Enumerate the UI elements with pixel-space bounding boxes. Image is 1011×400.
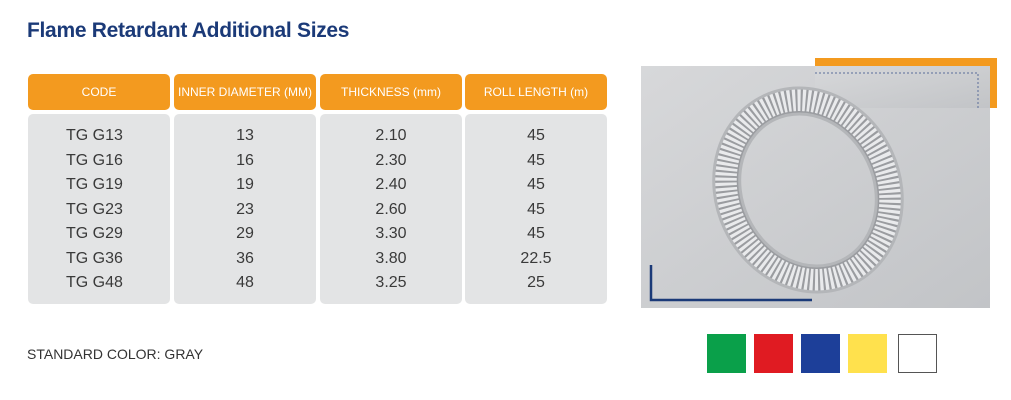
table-cell: TG G19	[66, 176, 123, 193]
column-body	[174, 114, 316, 304]
table-cell: 3.30	[375, 225, 407, 242]
table-cell: TG G29	[66, 225, 123, 242]
product-image	[641, 58, 997, 308]
swatch-blue	[801, 334, 840, 373]
coil	[712, 86, 904, 294]
swatch-green	[707, 334, 746, 373]
table-cell: 36	[236, 249, 254, 267]
table-cell: 3.25	[375, 274, 407, 291]
table-cell: TG G13	[66, 127, 123, 144]
table-cell: 45	[527, 127, 545, 144]
column-body	[465, 114, 607, 304]
corner-line	[649, 265, 812, 302]
table-cell: 3.80	[375, 249, 407, 267]
table-cell: TG G23	[66, 200, 123, 218]
standard-color: STANDARD COLOR: GRAY	[27, 346, 204, 362]
column-body	[320, 114, 462, 304]
swatch-red	[754, 334, 793, 373]
swatch-white	[898, 334, 937, 373]
table-cell: TG G36	[66, 249, 123, 267]
column-header: ROLL LENGTH (m)	[465, 74, 607, 110]
table-cell: 45	[527, 176, 545, 193]
table-cell: TG G48	[66, 274, 123, 291]
table-cell: 29	[236, 225, 254, 242]
table-cell: 2.40	[375, 176, 407, 193]
table-cell: 2.60	[375, 200, 407, 218]
column-header: INNER DIAMETER (MM)	[174, 74, 316, 110]
swatch-yellow	[848, 334, 887, 373]
column-header: CODE	[28, 74, 170, 110]
table-cell: 16	[236, 151, 254, 169]
table-cell: 2.30	[375, 151, 407, 169]
table-cell: 48	[236, 274, 254, 291]
column-header: THICKNESS (mm)	[320, 74, 462, 110]
table-cell: 25	[527, 274, 545, 291]
column-body	[28, 114, 170, 304]
table-cell: 22.5	[520, 249, 552, 267]
table-cell: 2.10	[375, 127, 407, 144]
table-cell: 19	[236, 176, 254, 193]
title: Flame Retardant Additional Sizes	[27, 19, 350, 42]
table-cell: TG G16	[66, 151, 123, 169]
table-cell: 45	[527, 200, 545, 218]
table-cell: 45	[527, 225, 545, 242]
table-cell: 23	[236, 200, 254, 218]
table-cell: 13	[236, 127, 254, 144]
table-cell: 45	[527, 151, 545, 169]
